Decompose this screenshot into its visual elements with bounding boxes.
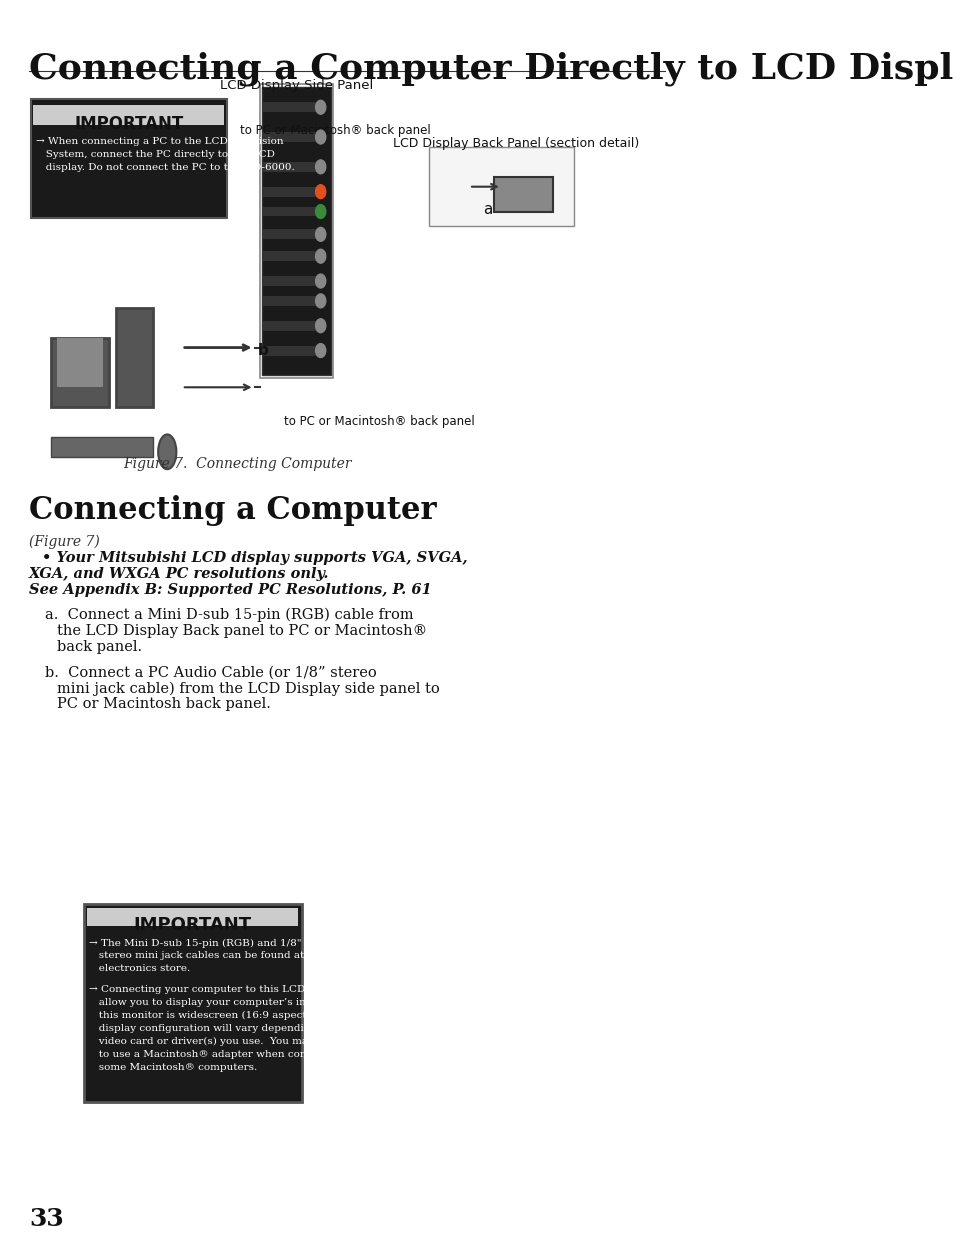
FancyBboxPatch shape — [84, 904, 301, 1103]
FancyBboxPatch shape — [87, 908, 298, 925]
Circle shape — [315, 274, 325, 288]
FancyBboxPatch shape — [429, 147, 574, 226]
FancyBboxPatch shape — [263, 296, 316, 306]
FancyBboxPatch shape — [263, 230, 316, 240]
FancyBboxPatch shape — [263, 186, 316, 196]
Text: (Figure 7): (Figure 7) — [29, 535, 100, 548]
Text: → The Mini D-sub 15-pin (RGB) and 1/8" (3.5mm): → The Mini D-sub 15-pin (RGB) and 1/8" (… — [90, 939, 349, 947]
Circle shape — [315, 130, 325, 144]
FancyBboxPatch shape — [263, 277, 316, 287]
Text: this monitor is widescreen (16:9 aspect ratio), the: this monitor is widescreen (16:9 aspect … — [90, 1011, 362, 1020]
FancyBboxPatch shape — [30, 99, 227, 219]
FancyBboxPatch shape — [263, 132, 316, 142]
Circle shape — [315, 159, 325, 174]
Circle shape — [315, 249, 325, 263]
Text: System, connect the PC directly to the LCD: System, connect the PC directly to the L… — [36, 149, 275, 159]
Text: a.  Connect a Mini D-sub 15-pin (RGB) cable from: a. Connect a Mini D-sub 15-pin (RGB) cab… — [45, 608, 414, 622]
Text: IMPORTANT: IMPORTANT — [74, 115, 183, 133]
FancyBboxPatch shape — [51, 437, 152, 457]
Text: → Connecting your computer to this LCD  will: → Connecting your computer to this LCD w… — [90, 986, 331, 994]
Text: stereo mini jack cables can be found at your local: stereo mini jack cables can be found at … — [90, 951, 359, 961]
Text: to use a Macintosh® adapter when connecting to: to use a Macintosh® adapter when connect… — [90, 1050, 360, 1058]
FancyBboxPatch shape — [51, 337, 109, 408]
Text: allow you to display your computer’s images. Since: allow you to display your computer’s ima… — [90, 998, 369, 1007]
FancyBboxPatch shape — [263, 321, 316, 331]
Text: the LCD Display Back panel to PC or Macintosh®: the LCD Display Back panel to PC or Maci… — [56, 624, 427, 637]
FancyBboxPatch shape — [263, 346, 316, 356]
Circle shape — [315, 319, 325, 332]
FancyBboxPatch shape — [263, 206, 316, 216]
Text: LCD Display Back Panel (section detail): LCD Display Back Panel (section detail) — [393, 137, 639, 149]
Text: → When connecting a PC to the LCD Television: → When connecting a PC to the LCD Televi… — [36, 137, 284, 146]
Text: Connecting a Computer Directly to LCD Display: Connecting a Computer Directly to LCD Di… — [29, 52, 953, 86]
FancyBboxPatch shape — [33, 105, 224, 125]
FancyBboxPatch shape — [263, 251, 316, 261]
Circle shape — [315, 100, 325, 114]
Text: video card or driver(s) you use.  You may also need: video card or driver(s) you use. You may… — [90, 1036, 367, 1046]
Text: mini jack cable) from the LCD Display side panel to: mini jack cable) from the LCD Display si… — [56, 682, 439, 695]
Text: electronics store.: electronics store. — [90, 965, 191, 973]
Text: IMPORTANT: IMPORTANT — [133, 915, 252, 934]
Text: LCD Display Side Panel: LCD Display Side Panel — [219, 79, 373, 93]
Circle shape — [315, 294, 325, 308]
Circle shape — [315, 185, 325, 199]
FancyBboxPatch shape — [56, 337, 103, 388]
Ellipse shape — [158, 435, 176, 469]
Text: back panel.: back panel. — [56, 640, 142, 653]
Text: PC or Macintosh back panel.: PC or Macintosh back panel. — [56, 697, 271, 711]
Text: XGA, and WXGA PC resolutions only.: XGA, and WXGA PC resolutions only. — [29, 567, 329, 580]
Text: See Appendix B: Supported PC Resolutions, P. 61: See Appendix B: Supported PC Resolutions… — [29, 583, 432, 597]
FancyBboxPatch shape — [116, 308, 152, 408]
Circle shape — [315, 227, 325, 241]
Text: to PC or Macintosh® back panel: to PC or Macintosh® back panel — [240, 125, 430, 137]
Text: b.  Connect a PC Audio Cable (or 1/8” stereo: b. Connect a PC Audio Cable (or 1/8” ste… — [45, 666, 376, 679]
Circle shape — [315, 205, 325, 219]
FancyBboxPatch shape — [259, 84, 333, 378]
FancyBboxPatch shape — [263, 103, 316, 112]
FancyBboxPatch shape — [261, 88, 331, 375]
FancyBboxPatch shape — [494, 177, 552, 211]
Text: • Your Mitsubishi LCD display supports VGA, SVGA,: • Your Mitsubishi LCD display supports V… — [42, 551, 467, 566]
Text: some Macintosh® computers.: some Macintosh® computers. — [90, 1062, 257, 1072]
Text: b: b — [258, 342, 269, 358]
Text: a: a — [483, 201, 493, 216]
Circle shape — [315, 343, 325, 357]
Text: display. Do not connect the PC to the HD-6000.: display. Do not connect the PC to the HD… — [36, 163, 294, 172]
Text: 33: 33 — [29, 1207, 64, 1230]
Text: Connecting a Computer: Connecting a Computer — [29, 494, 436, 526]
Text: to PC or Macintosh® back panel: to PC or Macintosh® back panel — [283, 415, 474, 429]
Text: Figure 7.  Connecting Computer: Figure 7. Connecting Computer — [124, 457, 352, 471]
FancyBboxPatch shape — [263, 162, 316, 172]
Text: display configuration will vary depending on which: display configuration will vary dependin… — [90, 1024, 368, 1032]
